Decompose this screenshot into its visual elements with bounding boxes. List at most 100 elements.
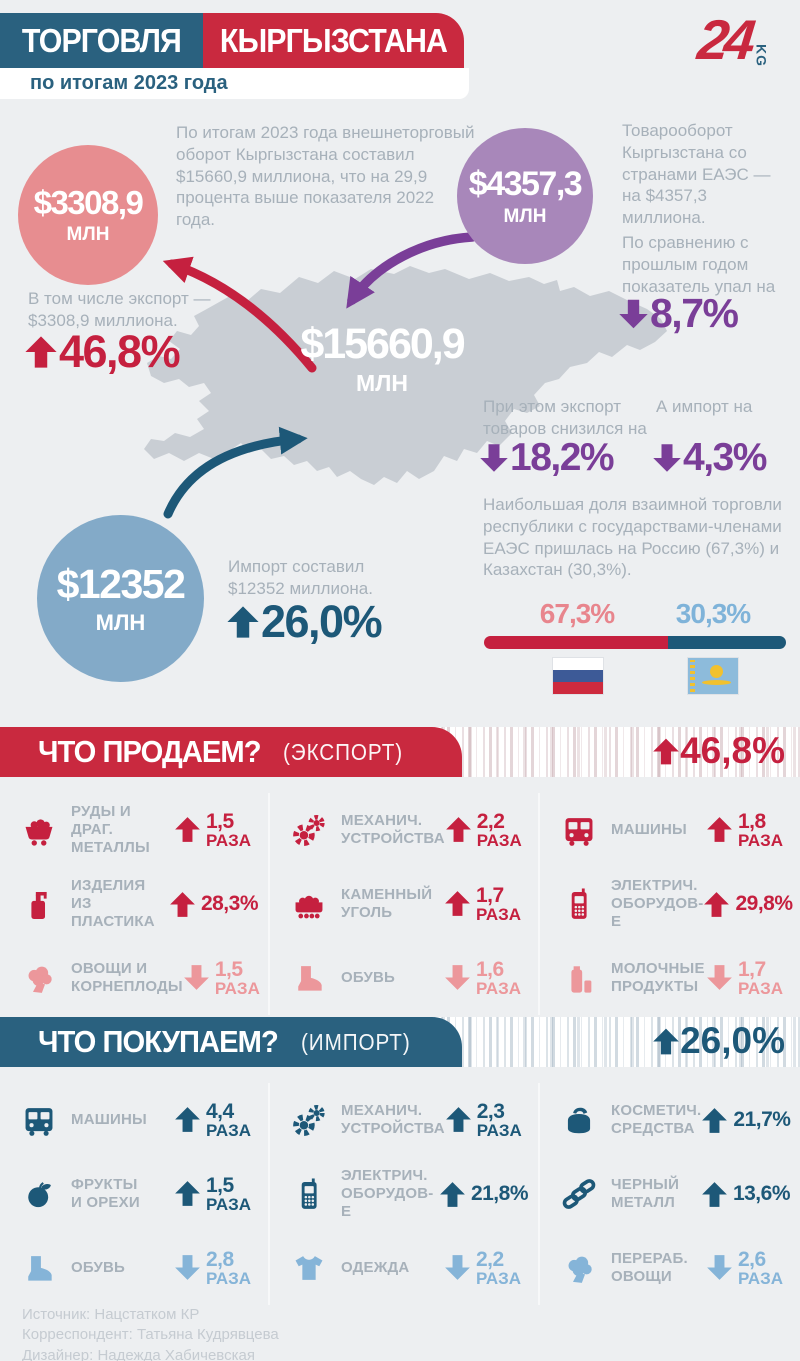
eaes-fall-note: По сравнению с прошлым годом показатель …	[622, 233, 776, 296]
item-label: МАШИНЫ	[71, 1111, 147, 1128]
item-label: ФРУКТЫ И ОРЕХИ	[71, 1176, 140, 1211]
item-label: КОСМЕТИЧ. СРЕДСТВА	[611, 1102, 702, 1137]
credit-designer: Дизайнер: Надежда Хабичевская	[22, 1346, 255, 1361]
share-bar	[484, 636, 786, 649]
down-arrow-icon	[175, 1255, 200, 1281]
down-arrow-icon	[445, 965, 470, 991]
russia-share-segment	[484, 636, 669, 649]
item-change: 28,3%	[169, 889, 259, 920]
item-change: 2,2 РАЗА	[445, 810, 529, 849]
boot-icon	[18, 1247, 60, 1289]
total-turnover-value: $15660,9	[300, 320, 465, 368]
item-change: 1,5 РАЗА	[174, 1174, 258, 1213]
item-change: 1,6 РАЗА	[444, 958, 528, 997]
import-circle: $12352 МЛН	[37, 515, 204, 682]
up-arrow-icon	[25, 336, 57, 368]
export-circle-unit: МЛН	[66, 224, 110, 245]
eaes-fall-stat: 8,7%	[618, 290, 739, 337]
up-arrow-icon	[175, 1181, 200, 1207]
up-arrow-icon	[653, 1028, 679, 1054]
eaes-circle: $4357,3 МЛН	[457, 128, 593, 264]
export-item: ЭЛЕКТРИЧ. ОБОРУДОВ-Е 29,8%	[538, 867, 800, 941]
up-arrow-icon	[702, 1107, 728, 1133]
export-section-subtitle: (ЭКСПОРТ)	[282, 738, 403, 765]
header-subtitle-strip: по итогам 2023 года	[0, 68, 469, 99]
export-circle-value: $3308,9	[33, 184, 144, 221]
russia-flag-icon	[552, 657, 604, 695]
up-arrow-icon	[175, 817, 200, 843]
item-change: 29,8%	[703, 889, 793, 920]
item-change: 2,8 РАЗА	[174, 1248, 258, 1287]
up-arrow-icon	[653, 738, 679, 764]
item-change: 1,8 РАЗА	[706, 810, 790, 849]
item-change: 1,7 РАЗА	[444, 884, 528, 923]
import-section-change: 26,0%	[652, 1020, 785, 1062]
item-label: ИЗДЕЛИЯ ИЗ ПЛАСТИКА	[71, 877, 155, 930]
item-label: ОБУВЬ	[71, 1259, 126, 1276]
header-title-left: ТОРГОВЛЯ	[21, 21, 182, 59]
kazakhstan-share-label: 30,3%	[675, 598, 751, 629]
down-arrow-icon	[619, 299, 648, 328]
down-arrow-icon	[183, 965, 209, 991]
import-item: ЭЛЕКТРИЧ. ОБОРУДОВ-Е 21,8%	[268, 1157, 538, 1231]
up-arrow-icon	[702, 1181, 727, 1207]
export-item: ОБУВЬ 1,6 РАЗА	[268, 941, 538, 1015]
mine-cart-icon	[18, 809, 60, 851]
eaes-export-note: При этом экспорт товаров снизился на	[483, 397, 647, 438]
share-note: Наибольшая доля взаимной торговли респуб…	[483, 495, 782, 580]
credit-source: Источник: Нацстатком КР	[22, 1306, 200, 1323]
import-section-header: ЧТО ПОКУПАЕМ? (ИМПОРТ) 26,0%	[0, 1017, 800, 1067]
bus-icon	[18, 1099, 60, 1141]
intro-note: По итогам 2023 года внешнеторговый оборо…	[176, 123, 475, 229]
item-change: 13,6%	[701, 1179, 791, 1210]
header-right-box: КЫРГЫЗСТАНА	[203, 13, 464, 68]
import-circle-unit: МЛН	[95, 610, 146, 635]
import-change-stat: 26,0%	[226, 596, 383, 648]
import-item: МАШИНЫ 4,4 РАЗА	[0, 1083, 268, 1157]
up-arrow-icon	[445, 891, 470, 917]
logo-kg-label: KG	[753, 44, 770, 67]
export-item: ОВОЩИ И КОРНЕПЛОДЫ 1,5 РАЗА	[0, 941, 268, 1015]
item-change: 2,6 РАЗА	[706, 1248, 790, 1287]
import-item: МЕХАНИЧ. УСТРОЙСТВА 2,3 РАЗА	[268, 1083, 538, 1157]
header-subtitle: по итогам 2023 года	[30, 72, 228, 94]
boot-icon	[288, 957, 330, 999]
export-item: МАШИНЫ 1,8 РАЗА	[538, 793, 800, 867]
import-items-grid: МАШИНЫ 4,4 РАЗА МЕХАНИЧ. УСТРОЙСТВА 2,3 РАЗ…	[0, 1083, 800, 1305]
down-arrow-icon	[445, 1255, 470, 1281]
up-arrow-icon	[227, 606, 259, 638]
milk-icon	[558, 957, 600, 999]
export-item: ИЗДЕЛИЯ ИЗ ПЛАСТИКА 28,3%	[0, 867, 268, 941]
item-change: 1,7 РАЗА	[706, 958, 790, 997]
export-items-grid: РУДЫ И ДРАГ. МЕТАЛЛЫ 1,5 РАЗА МЕХАНИЧ. УСТР…	[0, 793, 800, 1015]
item-change: 1,5 РАЗА	[183, 958, 267, 997]
import-section-title: ЧТО ПОКУПАЕМ?	[38, 1024, 279, 1059]
dispenser-icon	[18, 883, 60, 925]
export-item: РУДЫ И ДРАГ. МЕТАЛЛЫ 1,5 РАЗА	[0, 793, 268, 867]
item-change: 4,4 РАЗА	[174, 1100, 258, 1139]
export-item: КАМЕННЫЙ УГОЛЬ 1,7 РАЗА	[268, 867, 538, 941]
eaes-circle-value: $4357,3	[468, 164, 583, 203]
eaes-circle-unit: МЛН	[503, 205, 547, 227]
eaes-export-fall-stat: 18,2%	[479, 436, 615, 480]
gears-icon	[288, 1099, 330, 1141]
export-item: МОЛОЧНЫЕ ПРОДУКТЫ 1,7 РАЗА	[538, 941, 800, 1015]
up-arrow-icon	[175, 1107, 200, 1133]
import-item: ЧЕРНЫЙ МЕТАЛЛ 13,6%	[538, 1157, 800, 1231]
import-circle-value: $12352	[56, 561, 186, 607]
broccoli-icon	[558, 1247, 600, 1289]
logo-24-icon: 24	[694, 8, 754, 71]
coal-wagon-icon	[288, 883, 330, 925]
item-change: 21,8%	[439, 1179, 529, 1210]
tshirt-icon	[288, 1247, 330, 1289]
phone-icon	[558, 883, 600, 925]
import-item: ФРУКТЫ И ОРЕХИ 1,5 РАЗА	[0, 1157, 268, 1231]
header-left-box: ТОРГОВЛЯ	[0, 13, 203, 68]
export-section-change: 46,8%	[652, 730, 785, 772]
russia-share-label: 67,3%	[539, 598, 615, 629]
total-turnover-label: $15660,9 МЛН	[292, 320, 472, 397]
item-label: МЕХАНИЧ. УСТРОЙСТВА	[341, 1102, 445, 1137]
down-arrow-icon	[480, 444, 508, 472]
export-section-title: ЧТО ПРОДАЕМ?	[38, 734, 262, 769]
